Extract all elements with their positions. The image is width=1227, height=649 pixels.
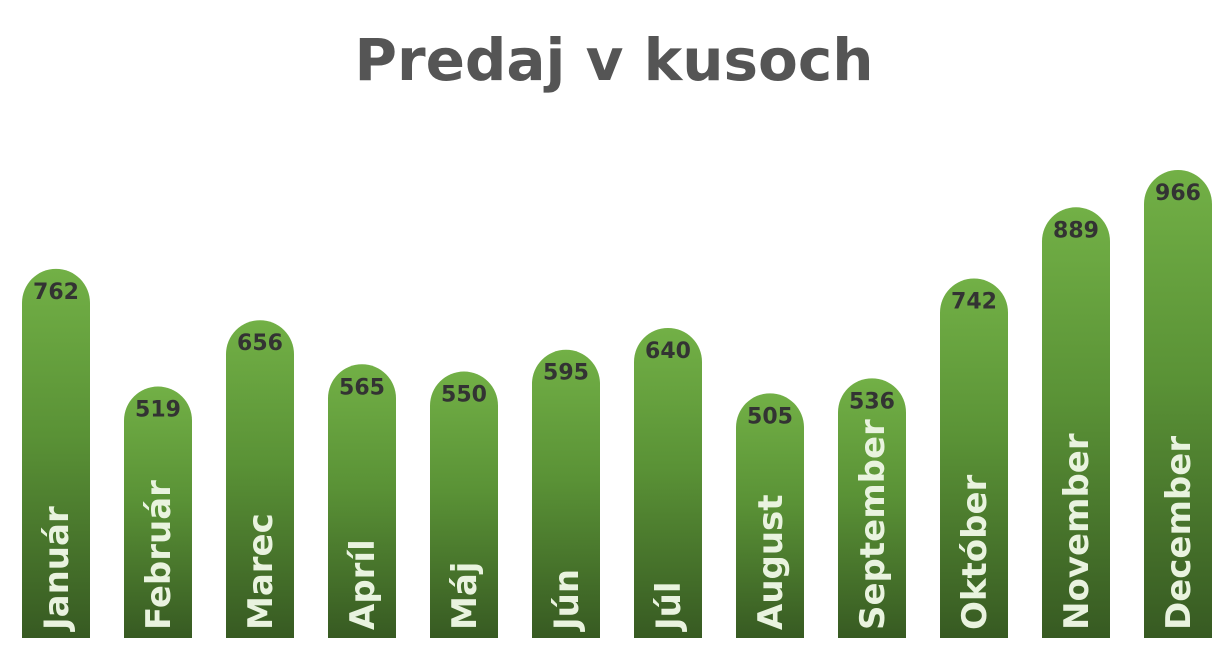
value-label-september: 536: [849, 389, 895, 414]
bar-september: [838, 378, 906, 638]
category-label-maj: Máj: [445, 562, 485, 630]
category-label-januar: Január: [37, 506, 77, 632]
bar-februar: [124, 386, 192, 638]
category-label-april: Apríl: [343, 539, 383, 630]
category-label-november: November: [1057, 433, 1097, 630]
bar-jun: [532, 349, 600, 638]
category-label-jul: Júl: [649, 581, 689, 632]
value-label-jun: 595: [543, 361, 589, 386]
value-label-maj: 550: [441, 383, 487, 408]
value-label-jul: 640: [645, 339, 691, 364]
value-label-marec: 656: [237, 331, 283, 356]
bar-januar: [22, 268, 90, 638]
value-label-august: 505: [747, 404, 793, 429]
bar-april: [328, 364, 396, 638]
bar-december: [1144, 170, 1212, 638]
category-label-december: December: [1159, 436, 1199, 630]
bars-group: 762 Január 519 Február 656 Marec 565 Apríl 550 Má…: [22, 170, 1212, 638]
bar-maj: [430, 371, 498, 638]
value-label-januar: 762: [33, 280, 79, 305]
value-label-april: 565: [339, 375, 385, 400]
bar-oktober: [940, 278, 1008, 638]
value-label-november: 889: [1053, 218, 1099, 243]
bar-august: [736, 393, 804, 638]
bar-jul: [634, 327, 702, 638]
value-label-oktober: 742: [951, 290, 997, 315]
value-label-december: 966: [1155, 181, 1201, 206]
bar-marec: [226, 320, 294, 638]
category-label-jun: Jún: [547, 569, 587, 632]
value-label-februar: 519: [135, 398, 181, 423]
category-label-september: September: [853, 419, 893, 630]
category-label-august: August: [751, 494, 791, 630]
category-label-marec: Marec: [241, 513, 281, 630]
category-label-februar: Február: [139, 480, 179, 630]
chart-title: Predaj v kusoch: [354, 26, 873, 94]
category-label-oktober: Október: [955, 474, 995, 630]
bar-november: [1042, 207, 1110, 638]
